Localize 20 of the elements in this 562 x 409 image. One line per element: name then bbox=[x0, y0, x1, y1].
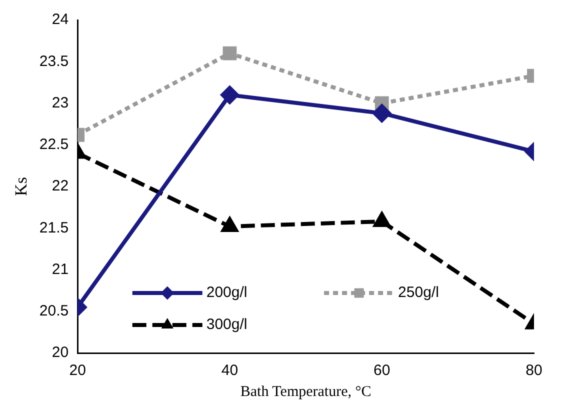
point bbox=[372, 104, 391, 122]
y-tick-label: 24 bbox=[52, 11, 69, 28]
y-tick-label: 20.5 bbox=[39, 302, 69, 320]
legend-label: 200g/l bbox=[206, 284, 248, 302]
y-tick-label: 23.5 bbox=[39, 52, 69, 70]
y-tick-label: 21 bbox=[52, 260, 69, 278]
point bbox=[220, 86, 239, 104]
x-tick-label: 20 bbox=[69, 362, 86, 380]
y-axis-title: Ks bbox=[12, 177, 31, 196]
x-axis-title: Bath Temperature, °C bbox=[240, 384, 372, 400]
y-tick-label: 22.5 bbox=[39, 136, 69, 154]
y-tick-label: 21.5 bbox=[39, 219, 69, 236]
x-tick-label: 60 bbox=[374, 362, 390, 380]
legend-label: 300g/l bbox=[206, 316, 248, 334]
y-tick-label: 20 bbox=[52, 344, 69, 362]
legend-label: 250g/l bbox=[398, 284, 439, 302]
y-tick-label: 23 bbox=[52, 94, 69, 112]
x-tick-label: 40 bbox=[221, 362, 238, 380]
y-tick-label: 22 bbox=[52, 178, 69, 195]
x-tick-label: 80 bbox=[526, 362, 542, 380]
